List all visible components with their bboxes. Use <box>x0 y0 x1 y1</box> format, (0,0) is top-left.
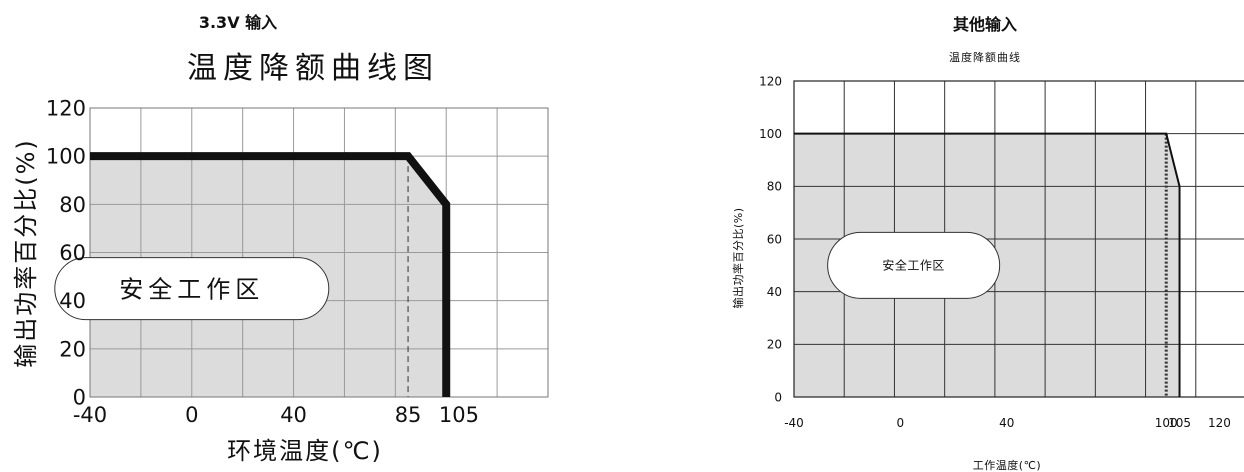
y-tick-label: 80 <box>59 193 86 217</box>
chart-title: 温度降额曲线 <box>949 50 1021 64</box>
right-chart-panel: 其他输入 温度降额曲线 安全工作区 0 20 40 60 80 100 120 -40 0 40 100… <box>700 0 1244 472</box>
left-input-title: 3.3V 输入 <box>198 13 278 32</box>
y-tick-label: 40 <box>59 289 86 313</box>
x-tick-label: 40 <box>999 416 1014 430</box>
x-tick-label: -40 <box>73 403 107 427</box>
x-tick-label: 0 <box>185 403 198 427</box>
y-axis-label: 输出功率百分比(%) <box>731 207 745 308</box>
y-tick-label: 120 <box>759 74 782 88</box>
plot-border <box>89 107 549 398</box>
right-input-title: 其他输入 <box>952 15 1018 34</box>
y-tick-label: 60 <box>767 232 782 246</box>
derating-curve <box>794 132 1181 397</box>
y-tick-label: 120 <box>46 97 86 121</box>
y-tick-label: 80 <box>767 180 782 194</box>
y-tick-label: 20 <box>59 337 86 361</box>
safe-zone-label: 安全工作区 <box>119 275 264 303</box>
derating-curve <box>90 152 451 397</box>
x-tick-label: 105 <box>439 403 479 427</box>
y-tick-label: 100 <box>759 127 782 141</box>
y-axis-label: 输出功率百分比(%) <box>12 138 40 368</box>
y-tick-label: 0 <box>73 386 86 410</box>
x-tick-label: 0 <box>897 416 905 430</box>
x-tick-label: -40 <box>784 416 804 430</box>
x-axis-label: 环境温度(℃) <box>227 437 383 465</box>
safe-zone-pill <box>54 257 330 321</box>
chart-title: 温度降额曲线图 <box>187 51 439 86</box>
y-tick-label: 60 <box>59 241 86 265</box>
x-tick-label: 40 <box>280 403 307 427</box>
x-tick-label: 85 <box>395 403 422 427</box>
y-tick-label: 0 <box>774 390 782 404</box>
y-tick-label: 20 <box>767 338 782 352</box>
plot-border <box>793 80 1244 398</box>
x-tick-label: 120 <box>1208 416 1231 430</box>
y-tick-label: 40 <box>767 285 782 299</box>
y-tick-label: 100 <box>46 145 86 169</box>
left-chart-panel: 3.3V 输入 温度降额曲线图 安全工作区 0 20 40 60 80 100 120 -40 0 4… <box>0 0 600 472</box>
safe-zone-pill <box>827 231 1001 299</box>
x-axis-label: 工作温度(℃) <box>973 458 1041 472</box>
safe-zone-label: 安全工作区 <box>882 258 945 273</box>
x-tick-label: 100 <box>1155 416 1178 430</box>
x-tick-label: 105 <box>1168 416 1191 430</box>
